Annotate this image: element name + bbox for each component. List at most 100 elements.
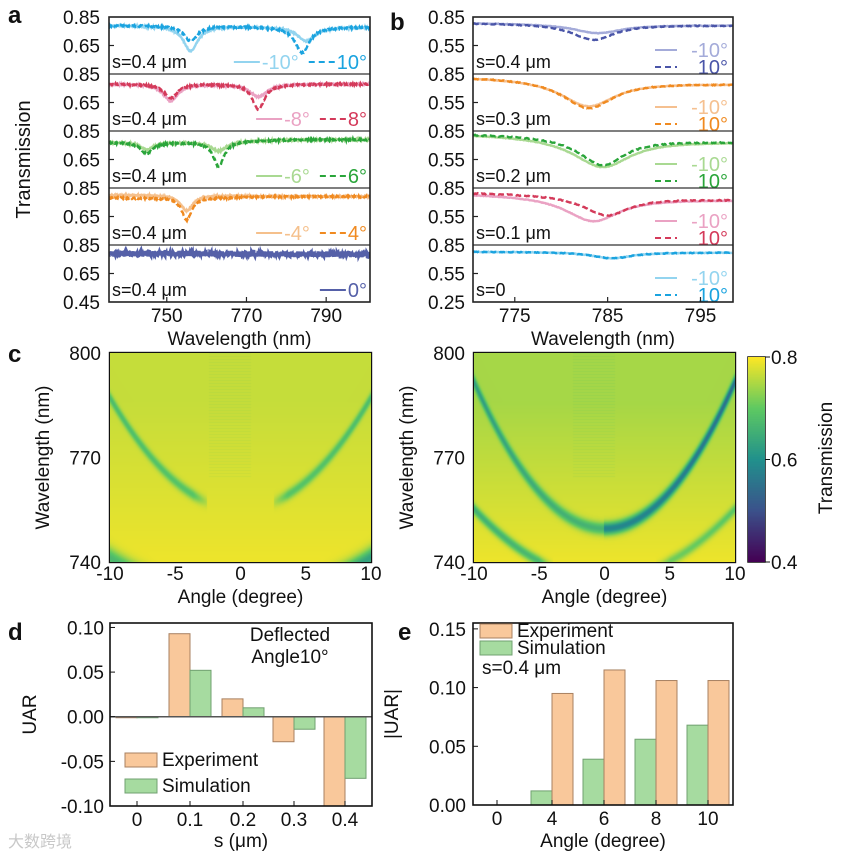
x-tick-label: 785 (592, 306, 624, 327)
legend-label: -6° (284, 166, 310, 188)
legend-label: 10° (337, 52, 367, 74)
panel-label-c: c (8, 341, 21, 368)
subplot: 0.85 0.65 s=0.4 μm 10° -10° (63, 8, 370, 74)
subplot-label: s=0 (476, 280, 506, 300)
x-tick-label: 5 (300, 564, 311, 585)
bar-simulation (293, 716, 316, 730)
bar-simulation (686, 724, 709, 806)
series-line-dashed (473, 191, 733, 217)
watermark: 大数跨境 (8, 832, 73, 851)
annotation: Angle10° (251, 647, 328, 668)
x-axis-label: Angle (degree) (542, 587, 668, 608)
y-tick-label: 740 (69, 553, 101, 574)
y-tick-label: 0.85 (428, 236, 465, 257)
legend-label: -10° (262, 52, 299, 74)
y-tick-label: 0.85 (428, 65, 465, 86)
y-tick-label: 0.45 (63, 293, 100, 314)
panel-e: 0 4 6 8 10 0.15 0.10 0.05 0.00 ExperimentSimulati… (382, 620, 734, 852)
bar-experiment (221, 698, 244, 718)
y-tick-label: 770 (433, 449, 465, 470)
y-axis-label: UAR (20, 694, 41, 734)
subplot-label: s=0.4 μm (112, 280, 187, 300)
bar-simulation (189, 669, 212, 718)
x-tick-label: -10 (96, 564, 123, 585)
y-tick-label: 0.65 (63, 37, 100, 58)
legend-label: -10° (691, 154, 728, 176)
legend-label: -10° (691, 97, 728, 119)
subplot-label: s=0.4 μm (112, 223, 187, 243)
x-tick-label: 10 (697, 809, 718, 830)
x-tick-label: 10 (724, 564, 745, 585)
y-tick-label: 0.85 (428, 122, 465, 143)
legend-label: 10° (698, 57, 728, 79)
subplot-label: s=0.3 μm (476, 109, 551, 129)
x-tick-label: 770 (231, 306, 263, 327)
y-axis-label: Wavelength (nm) (33, 386, 54, 530)
legend-label: 0° (348, 280, 367, 302)
x-tick-label: -5 (167, 564, 184, 585)
subplot: 0.85 0.55 s=0.1 μm -10°10° (428, 179, 733, 250)
y-tick-label: 0.55 (428, 94, 465, 115)
panel-b: 0.85 0.55 s=0.4 μm -10° 10° 0.85 0.55 s=0.3 μm -… (428, 8, 734, 350)
bar-experiment (603, 669, 626, 806)
legend-swatch (479, 640, 513, 656)
subplot-label: s=0.4 μm (112, 109, 187, 129)
y-tick-label: 0.65 (63, 94, 100, 115)
x-tick-label: 0.4 (332, 810, 359, 831)
series-line-dashed (109, 79, 370, 112)
y-tick-label: 0.25 (428, 293, 465, 314)
subplot-label: s=0.4 μm (476, 52, 551, 72)
y-tick-label: -0.10 (61, 797, 104, 818)
x-tick-label: 750 (151, 306, 183, 327)
x-tick-label: 0 (132, 810, 143, 831)
colorbar: 0.8 0.6 0.4 Transmission (747, 348, 837, 574)
x-axis-label: s (μm) (214, 831, 268, 852)
bar-simulation (530, 790, 553, 806)
colorbar-label: Transmission (816, 402, 837, 514)
y-tick-label: 770 (69, 449, 101, 470)
series-line-solid (473, 194, 733, 223)
colorbar-canvas (748, 357, 765, 562)
y-tick-label: 0.15 (429, 620, 466, 641)
y-tick-label: 0.85 (63, 179, 100, 200)
colorbar-tick-label: 0.6 (771, 451, 797, 472)
y-tick-label: 0.85 (63, 65, 100, 86)
x-tick-label: 6 (599, 809, 610, 830)
x-axis-label: Wavelength (nm) (168, 329, 312, 350)
annotation: Deflected (250, 625, 330, 646)
series-line-dashed (109, 22, 370, 55)
subplot-label: s=0.4 μm (112, 52, 187, 72)
y-tick-label: 0.10 (429, 679, 466, 700)
y-axis-label: Wavelength (nm) (397, 386, 418, 530)
bar-simulation (634, 738, 657, 806)
x-tick-label: 0 (492, 809, 503, 830)
x-axis-label: Angle (degree) (178, 587, 304, 608)
legend-swatch (124, 778, 158, 794)
subplot-label: s=0.4 μm (112, 166, 187, 186)
y-tick-label: 0.05 (67, 663, 104, 684)
legend-label: -10° (691, 211, 728, 233)
bar-experiment (323, 716, 346, 807)
series-line-solid (473, 134, 733, 169)
x-axis-label: Wavelength (nm) (531, 329, 675, 350)
y-tick-label: 0.55 (428, 151, 465, 172)
heatmap-s04-canvas (474, 353, 735, 562)
panel-label-e: e (398, 619, 411, 646)
legend-label: Simulation (162, 776, 251, 797)
x-tick-label: -5 (531, 564, 548, 585)
x-tick-label: 10 (360, 564, 381, 585)
legend-swatch (124, 752, 158, 768)
plot-frame (108, 16, 371, 303)
colorbar-tick-label: 0.8 (771, 348, 797, 369)
x-tick-label: -10 (460, 564, 487, 585)
y-tick-label: 800 (433, 344, 465, 365)
y-tick-label: 0.65 (63, 151, 100, 172)
panel-d: 0 0.1 0.2 0.3 0.4 0.10 0.05 0.00 -0.05 -0.10 Exper… (20, 618, 373, 852)
x-tick-label: 775 (499, 306, 531, 327)
legend-label: 6° (348, 166, 367, 188)
plot-frame (109, 622, 373, 807)
series-line-dashed (473, 77, 733, 110)
subplot: 0.85 0.65 s=0.4 μm 0° (63, 236, 370, 302)
colorbar-tick-label: 0.4 (771, 553, 798, 574)
x-tick-label: 5 (664, 564, 675, 585)
